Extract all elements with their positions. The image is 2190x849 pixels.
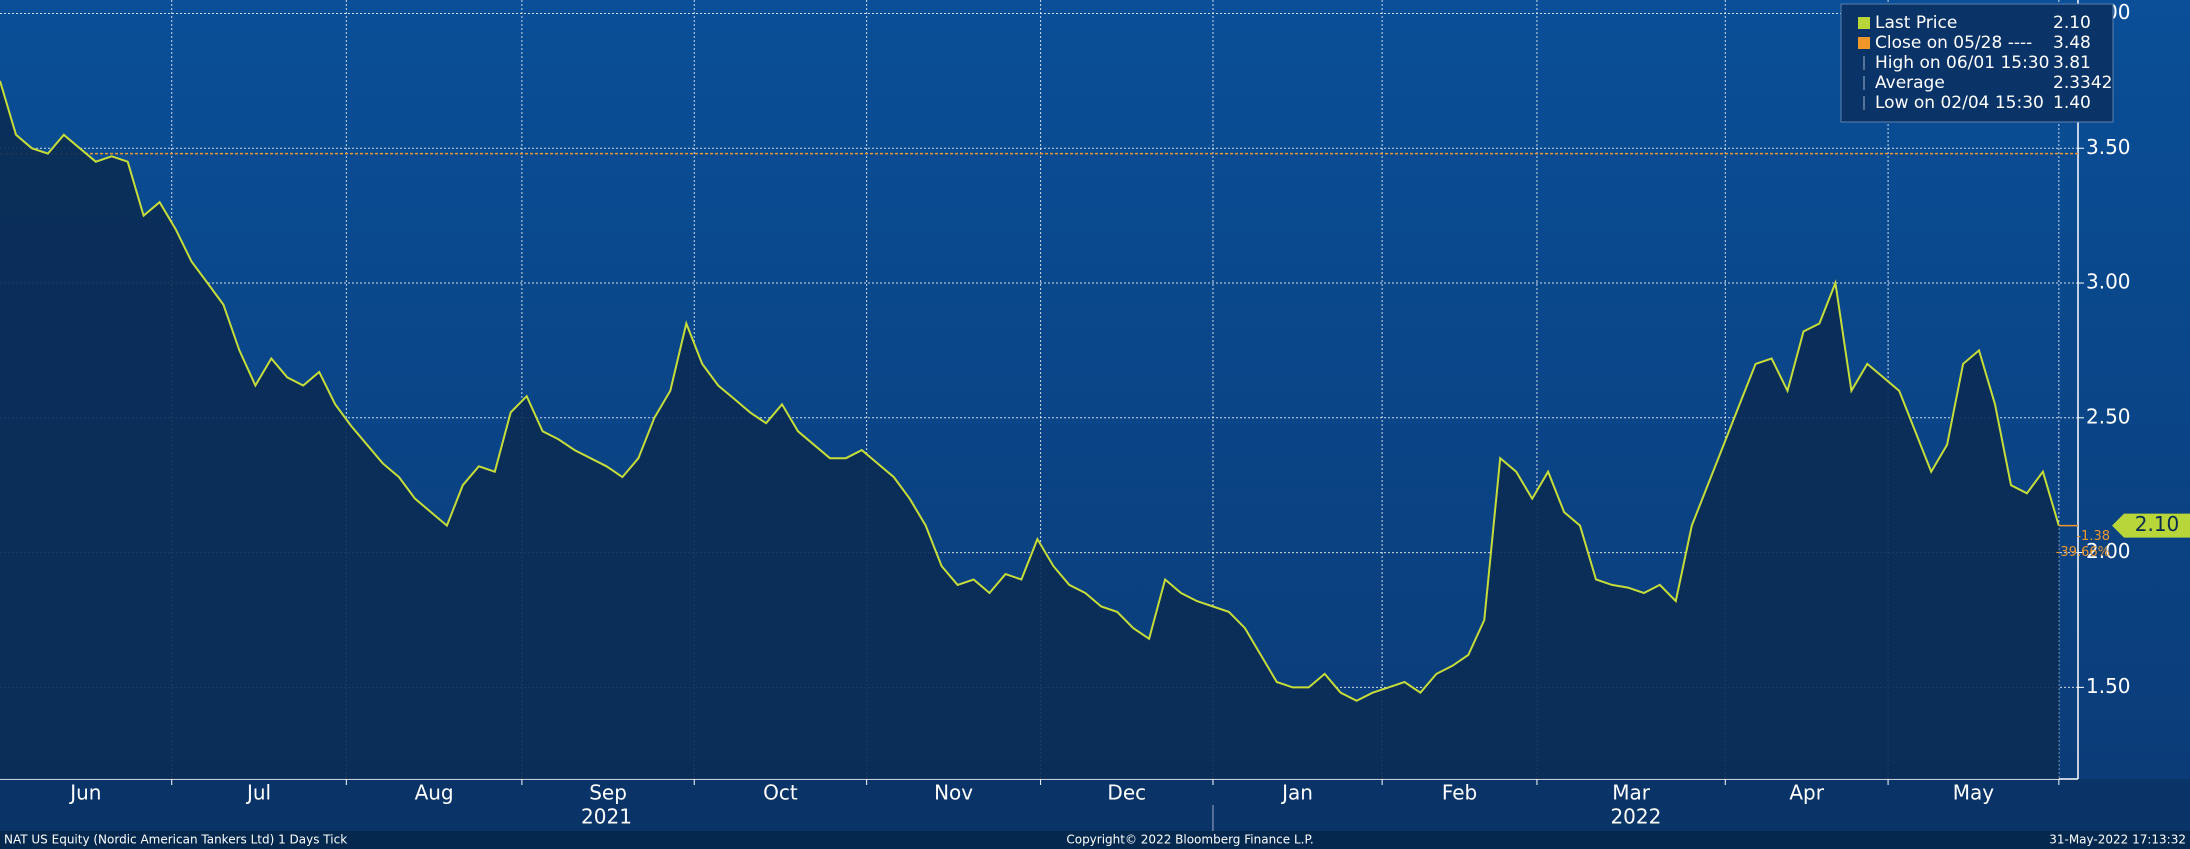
legend-value: 3.48 [2053, 33, 2091, 53]
legend-name: Low on 02/04 15:30 [1875, 93, 2044, 113]
price-line [0, 80, 2060, 702]
legend-value: 2.10 [2053, 13, 2091, 33]
y-tick-label: 2.50 [2086, 404, 2131, 428]
footer-left: NAT US Equity (Nordic American Tankers L… [4, 833, 347, 847]
legend-name: Last Price [1875, 13, 1957, 33]
x-tick-label: Feb [1442, 781, 1477, 805]
legend-name: High on 06/01 15:30 [1875, 53, 2049, 73]
x-tick-label: Jun [68, 781, 101, 805]
legend-swatch [1858, 37, 1870, 49]
change-pct-label: -39.66% [2056, 545, 2110, 560]
y-tick-label: 2.00 [2086, 539, 2131, 563]
y-tick-label: 1.50 [2086, 674, 2131, 698]
y-tick-label: 3.00 [2086, 270, 2131, 294]
legend-box [1840, 3, 2114, 123]
legend-name: Average [1875, 73, 1945, 93]
year-label: 2022 [1610, 805, 1661, 829]
last-price-tag-label: 2.10 [2135, 512, 2180, 536]
legend-swatch [1858, 17, 1870, 29]
x-tick-label: Sep [589, 781, 627, 805]
legend-value: 2.3342 [2053, 73, 2112, 93]
x-tick-label: Dec [1107, 781, 1146, 805]
change-label: -1.38 [2076, 529, 2110, 544]
year-label: 2021 [581, 805, 632, 829]
x-tick-label: Nov [934, 781, 973, 805]
x-tick-label: Jan [1280, 781, 1313, 805]
x-tick-label: Jul [245, 781, 271, 805]
legend-value: 3.81 [2053, 53, 2091, 73]
x-tick-label: Apr [1789, 781, 1824, 805]
x-tick-label: Oct [763, 781, 798, 805]
footer-band [0, 831, 2190, 849]
footer-right: 31-May-2022 17:13:32 [2049, 833, 2186, 847]
area [0, 80, 2059, 779]
last-price-tag-arrow [2112, 513, 2124, 538]
x-tick-label: Mar [1612, 781, 1651, 805]
legend-name: Close on 05/28 ---- [1875, 33, 2032, 53]
x-tick-label: May [1953, 781, 1995, 805]
x-axis-band [0, 779, 2190, 831]
legend-value: 1.40 [2053, 93, 2091, 113]
x-tick-label: Aug [415, 781, 454, 805]
last-price-tag [2124, 513, 2190, 538]
footer-center: Copyright© 2022 Bloomberg Finance L.P. [1066, 833, 1313, 847]
y-tick-label: 3.50 [2086, 135, 2131, 159]
